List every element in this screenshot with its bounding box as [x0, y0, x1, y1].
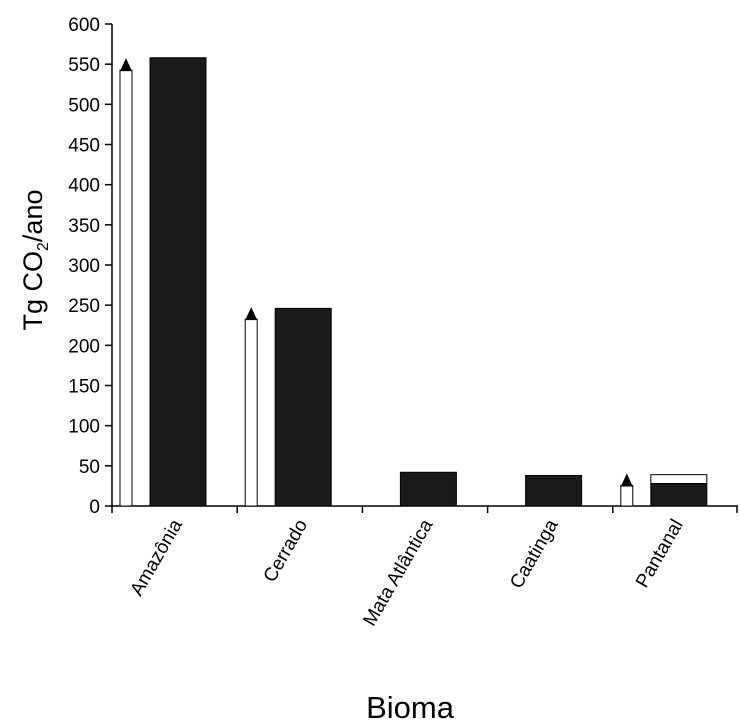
range-arrow-shaft	[119, 69, 133, 507]
category-label: Mata Atlântica	[359, 516, 437, 630]
range-arrow-head	[620, 473, 633, 487]
y-tick-label: 350	[68, 216, 100, 237]
category-label: Pantanal	[632, 516, 688, 591]
x-axis-title: Bioma	[366, 690, 455, 724]
y-tick-label: 100	[68, 417, 100, 438]
category-labels: Amazônia Cerrado Mata Atlântica Caatinga Pan…	[126, 516, 687, 630]
y-tick-label: 0	[89, 497, 100, 518]
x-axis	[111, 505, 738, 513]
y-axis: 0 50 100 150 200 250 300 350 400 450 500 550 600	[68, 15, 113, 518]
range-arrow-head	[120, 58, 132, 72]
category-label: Amazônia	[126, 516, 187, 600]
y-tick-label: 450	[68, 136, 100, 157]
range-arrow-shaft	[244, 318, 258, 507]
y-tick-label: 150	[68, 377, 100, 398]
y-tick-label: 550	[68, 55, 100, 76]
range-arrow-head	[245, 307, 258, 321]
bar-upper-range-box	[650, 474, 708, 485]
y-tick-label: 50	[79, 457, 100, 478]
y-tick-label: 200	[68, 336, 100, 357]
range-arrow-shaft	[620, 484, 634, 507]
bars	[149, 57, 708, 507]
y-tick-label: 500	[68, 95, 100, 116]
y-tick-label: 400	[68, 176, 100, 197]
bar	[274, 307, 332, 507]
y-axis-title-main: Tg CO	[18, 251, 48, 331]
y-tick-label: 600	[68, 15, 100, 36]
category-label: Cerrado	[260, 516, 313, 586]
y-axis-title-subscript: 2	[35, 242, 52, 251]
bar	[650, 483, 708, 507]
bar	[399, 471, 457, 507]
bar	[149, 57, 207, 507]
y-axis-title-rest: /ano	[18, 190, 48, 243]
y-axis-title: Tg CO2/ano	[18, 190, 52, 331]
y-tick-label: 300	[68, 256, 100, 277]
bar	[525, 474, 583, 507]
y-tick-label: 250	[68, 296, 100, 317]
range-arrows	[119, 58, 634, 507]
category-label: Caatinga	[506, 516, 562, 593]
